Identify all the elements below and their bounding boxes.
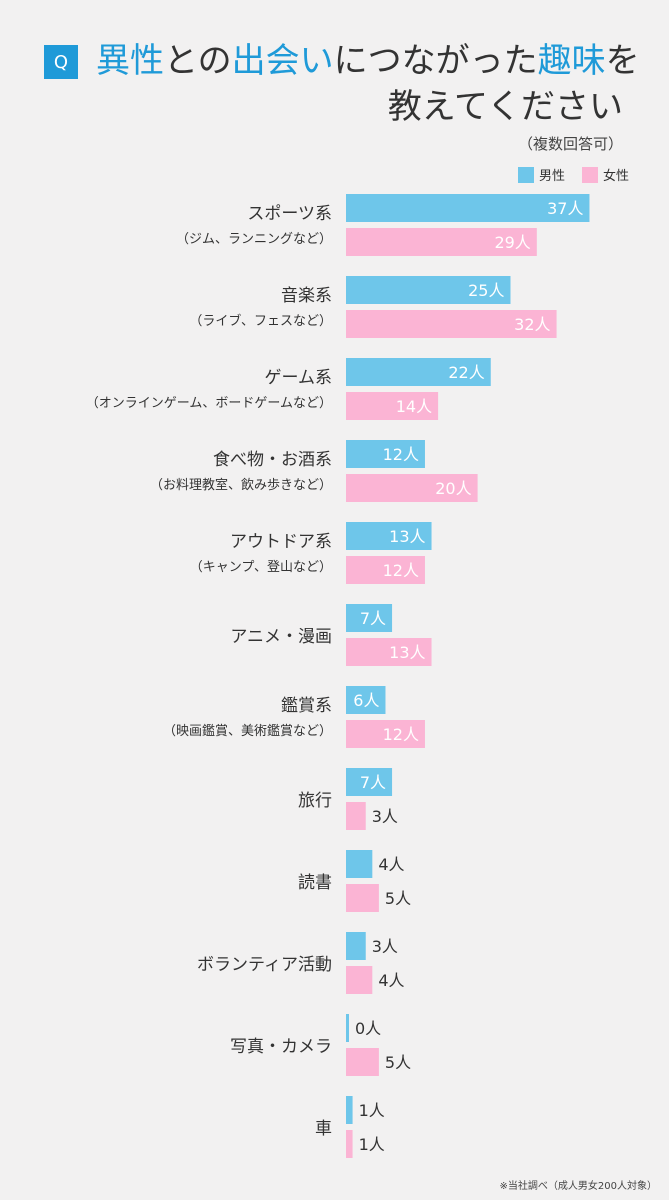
data-label-female: 32人 <box>514 315 550 334</box>
data-label-male: 13人 <box>389 527 425 546</box>
bar-male <box>346 276 511 304</box>
data-label-female: 14人 <box>396 397 432 416</box>
bar-female <box>346 802 366 830</box>
data-label-female: 4人 <box>378 971 404 990</box>
bar-female <box>346 556 425 584</box>
bar-female <box>346 638 432 666</box>
legend-swatch-male <box>518 166 534 183</box>
bar-male <box>346 932 366 960</box>
legend-item-female: 女性 <box>582 165 629 184</box>
data-label-male: 3人 <box>372 937 398 956</box>
legend-label-male: 男性 <box>539 169 566 184</box>
page-title-line2: 教えてください <box>387 87 623 127</box>
category-label: 音楽系 <box>281 286 332 306</box>
category-sublabel: （ジム、ランニングなど） <box>176 232 332 247</box>
bar-female <box>346 966 373 994</box>
title-part: 異性 <box>96 41 164 81</box>
data-label-female: 13人 <box>389 643 425 662</box>
bar-male <box>346 604 393 632</box>
bar-male <box>346 850 373 878</box>
bar-female <box>346 474 478 502</box>
category-label: アウトドア系 <box>230 532 332 552</box>
bar-female <box>346 1130 353 1158</box>
data-label-female: 12人 <box>383 725 419 744</box>
bar-male <box>346 358 491 386</box>
category-sublabel: （お料理教室、飲み歩きなど） <box>150 477 332 493</box>
data-label-female: 12人 <box>383 561 419 580</box>
bar-female <box>346 392 439 420</box>
data-label-male: 4人 <box>378 855 404 874</box>
bar-male <box>346 768 393 796</box>
category-sublabel: （オンラインゲーム、ボードゲームなど） <box>86 396 332 411</box>
bar-male <box>346 440 425 468</box>
category-label: 写真・カメラ <box>230 1037 332 1057</box>
category-sublabel: （キャンプ、登山など） <box>190 560 332 575</box>
data-label-female: 5人 <box>385 889 411 908</box>
title-part: を <box>605 41 640 81</box>
data-label-male: 7人 <box>360 773 386 792</box>
category-label: 車 <box>315 1119 332 1139</box>
source-note: ※当社調べ（成人男女200人対象） <box>499 1181 657 1192</box>
bar-female <box>346 884 379 912</box>
category-label: 食べ物・お酒系 <box>213 450 332 470</box>
data-label-male: 37人 <box>547 199 583 218</box>
bar-male <box>346 1014 349 1042</box>
data-label-female: 29人 <box>494 233 530 252</box>
legend-item-male: 男性 <box>518 165 565 184</box>
data-label-male: 7人 <box>360 609 386 628</box>
data-label-female: 1人 <box>359 1135 385 1154</box>
data-label-male: 12人 <box>383 445 419 464</box>
bar-female <box>346 720 425 748</box>
header: Q 異性との出会いにつながった趣味を 教えてください （複数回答可） <box>0 0 669 160</box>
multiple-answers-note: （複数回答可） <box>517 135 623 153</box>
title-part: 趣味 <box>537 41 606 81</box>
bar-male <box>346 686 386 714</box>
data-label-male: 22人 <box>448 363 484 382</box>
category-label: スポーツ系 <box>247 204 332 224</box>
data-label-male: 25人 <box>468 281 504 300</box>
data-label-female: 20人 <box>435 479 471 498</box>
legend-label-female: 女性 <box>603 169 630 184</box>
category-sublabel: （ライブ、フェスなど） <box>189 313 332 329</box>
data-label-male: 1人 <box>359 1101 385 1120</box>
title-part: につながった <box>333 41 538 81</box>
bar-female <box>346 310 557 338</box>
data-label-male: 0人 <box>355 1019 381 1038</box>
data-label-female: 3人 <box>372 807 398 826</box>
category-label: 旅行 <box>298 791 332 811</box>
category-label: 読書 <box>298 873 332 893</box>
category-label: ゲーム系 <box>265 368 333 388</box>
data-label-female: 5人 <box>385 1053 411 1072</box>
category-label: ボランティア活動 <box>197 955 332 975</box>
category-sublabel: （映画鑑賞、美術鑑賞など） <box>163 723 332 739</box>
bar-female <box>346 228 537 256</box>
question-badge: Q <box>44 45 78 79</box>
category-label: 鑑賞系 <box>281 696 332 716</box>
bar-male <box>346 522 432 550</box>
title-part: 出会い <box>231 41 334 81</box>
bar-male <box>346 194 590 222</box>
bar-female <box>346 1048 379 1076</box>
category-label: アニメ・漫画 <box>230 627 332 647</box>
title-part: との <box>164 41 232 81</box>
legend-swatch-female <box>582 166 598 183</box>
page-title: 異性との出会いにつながった趣味を <box>96 38 640 84</box>
bar-male <box>346 1096 353 1124</box>
data-label-male: 6人 <box>353 691 379 710</box>
